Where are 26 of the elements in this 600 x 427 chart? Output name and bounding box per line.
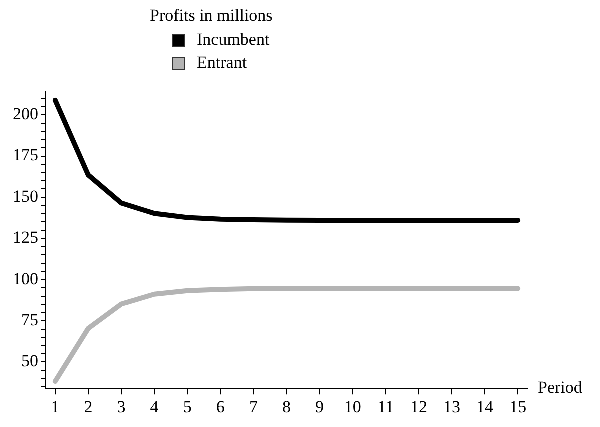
- x-tick-label: 9: [316, 397, 324, 416]
- x-tick-label: 6: [216, 397, 225, 416]
- x-tick-label: 5: [183, 397, 192, 416]
- legend-label: Entrant: [197, 53, 248, 73]
- legend-title: Profits in millions: [150, 6, 273, 26]
- x-tick-label: 2: [84, 397, 93, 416]
- x-axis-title: Period: [538, 378, 583, 398]
- x-tick-label: 7: [249, 397, 258, 416]
- y-tick-label: 175: [13, 146, 38, 165]
- x-tick-label: 1: [51, 397, 60, 416]
- x-tick-label: 11: [378, 397, 394, 416]
- y-tick-label: 125: [13, 228, 38, 248]
- x-tick-label: 4: [150, 397, 160, 416]
- y-tick-label: 150: [13, 186, 38, 206]
- x-tick-label: 10: [344, 397, 362, 416]
- y-tick-label: 200: [13, 104, 38, 124]
- y-tick-label: 75: [22, 310, 38, 330]
- x-tick-label: 14: [476, 397, 494, 416]
- x-tick-label: 3: [117, 397, 126, 416]
- legend-label: Incumbent: [197, 30, 270, 50]
- x-tick-label: 12: [410, 397, 428, 416]
- x-tick-label: 15: [510, 397, 527, 416]
- y-tick-label: 50: [22, 352, 38, 371]
- x-tick-label: 13: [443, 397, 460, 416]
- x-tick-label: 8: [282, 397, 291, 416]
- y-tick-label: 100: [13, 269, 38, 288]
